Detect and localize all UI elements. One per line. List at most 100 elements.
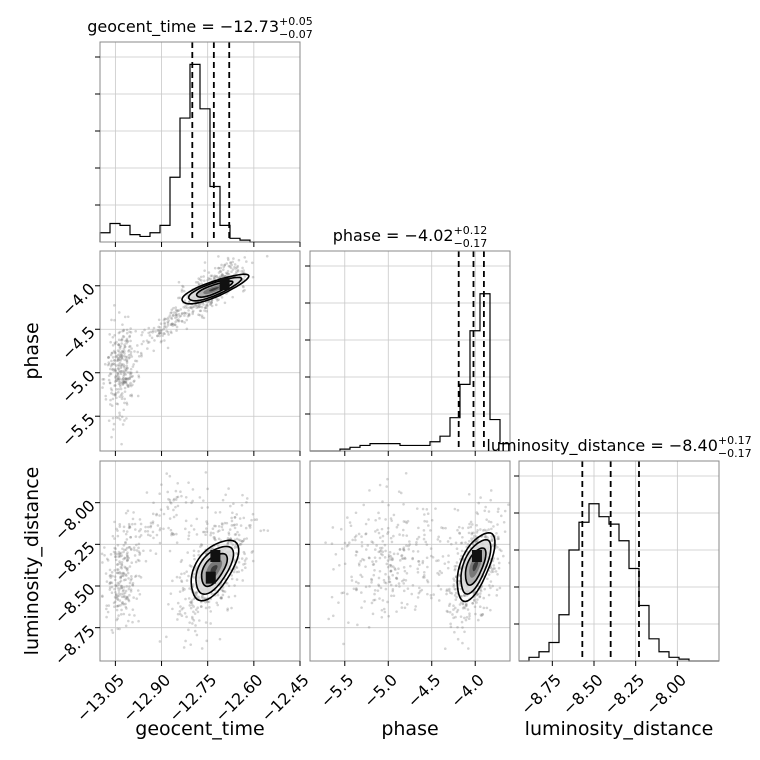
sample-point	[184, 639, 187, 643]
sample-point	[497, 561, 501, 565]
x-tick-label: −13.05	[73, 670, 128, 725]
sample-point	[210, 547, 214, 551]
sample-point	[112, 349, 116, 353]
sample-point	[377, 550, 381, 554]
sample-point	[217, 298, 220, 301]
sample-point	[357, 564, 361, 567]
sample-point	[176, 319, 180, 323]
sample-point	[115, 340, 118, 344]
sample-point	[124, 380, 128, 384]
sample-point	[192, 572, 196, 576]
sample-point	[126, 551, 129, 554]
sample-point	[249, 524, 252, 527]
sample-point	[128, 334, 132, 338]
sample-point	[410, 592, 414, 596]
sample-point	[109, 398, 112, 402]
sample-point	[130, 575, 133, 578]
sample-point	[459, 541, 463, 545]
sample-point	[120, 584, 123, 588]
sample-point	[447, 554, 450, 557]
sample-point	[447, 604, 451, 608]
sample-point	[467, 531, 471, 535]
sample-point	[472, 531, 475, 535]
sample-point	[122, 578, 126, 582]
sample-point	[175, 513, 178, 517]
sample-point	[392, 594, 396, 598]
sample-point	[117, 379, 121, 382]
sample-point	[189, 600, 192, 604]
sample-point	[186, 551, 189, 554]
sample-point	[247, 524, 251, 527]
sample-point	[343, 562, 347, 566]
sample-point	[490, 527, 493, 531]
sample-point	[219, 596, 222, 600]
sample-point	[116, 377, 120, 380]
sample-point	[331, 614, 335, 618]
sample-point	[118, 560, 121, 563]
sample-point	[118, 552, 121, 556]
sample-point	[392, 534, 395, 538]
sample-point	[489, 608, 492, 612]
sample-point	[132, 596, 135, 599]
sample-point	[203, 269, 206, 272]
sample-point	[113, 341, 117, 345]
sample-point	[386, 565, 390, 569]
sample-point	[490, 570, 493, 574]
sample-point	[402, 589, 406, 593]
sample-point	[187, 313, 191, 316]
sample-point	[460, 541, 464, 545]
sample-point	[364, 522, 368, 526]
sample-point	[123, 380, 127, 384]
sample-point	[235, 566, 239, 570]
sample-point	[224, 493, 227, 497]
sample-point	[222, 265, 226, 269]
sample-point	[180, 579, 183, 582]
sample-point	[487, 573, 491, 576]
sample-point	[209, 274, 213, 278]
sample-point	[117, 604, 120, 607]
sample-point	[354, 580, 358, 584]
sample-point	[172, 499, 175, 502]
sample-point	[406, 519, 410, 523]
sample-point	[385, 562, 389, 566]
sample-point	[193, 629, 197, 633]
sample-point	[187, 537, 190, 541]
sample-point	[158, 329, 162, 332]
sample-point	[454, 591, 458, 595]
sample-point	[135, 359, 139, 363]
sample-point	[176, 309, 180, 312]
sample-point	[215, 601, 219, 605]
marginal-title-phase: phase = −4.02+0.12	[333, 224, 488, 245]
sample-point	[233, 538, 237, 542]
sample-point	[450, 542, 453, 546]
sample-point	[399, 491, 403, 495]
sample-point	[245, 497, 249, 500]
sample-point	[109, 576, 113, 579]
sample-point	[119, 555, 122, 558]
sample-point	[469, 525, 473, 529]
sample-point	[200, 543, 204, 547]
sample-point	[114, 369, 117, 372]
sample-point	[460, 620, 464, 624]
sample-point	[125, 359, 129, 363]
sample-point	[241, 266, 244, 270]
panel-geocent_time-phase	[95, 248, 301, 456]
sample-point	[491, 539, 494, 542]
sample-point	[378, 536, 382, 539]
sample-point	[193, 557, 196, 561]
sample-point	[132, 363, 135, 366]
sample-point	[111, 397, 115, 401]
sample-point	[185, 327, 189, 331]
sample-point	[124, 377, 128, 381]
sample-point	[229, 541, 233, 544]
sample-point	[116, 571, 120, 575]
sample-point	[115, 355, 118, 358]
sample-point	[129, 353, 133, 356]
sample-point	[118, 355, 122, 358]
sample-point	[185, 579, 189, 582]
marginal-title-plus: +0.17	[718, 434, 752, 447]
sample-point	[185, 312, 188, 315]
sample-point	[489, 580, 493, 583]
sample-point	[188, 564, 192, 567]
sample-point	[254, 248, 257, 251]
